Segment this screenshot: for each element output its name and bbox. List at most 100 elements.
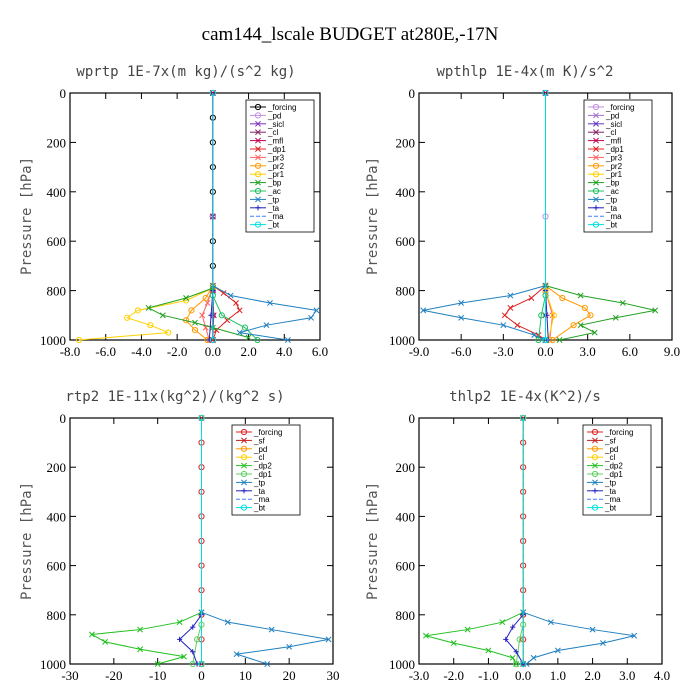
series-line <box>425 611 524 665</box>
y-tick-label: 600 <box>47 234 67 249</box>
x-tick-label: -1.0 <box>478 668 499 683</box>
series-line <box>545 285 592 341</box>
data-point <box>284 337 291 343</box>
legend-label: _forcing <box>267 103 296 112</box>
data-point <box>75 336 83 344</box>
data-point <box>236 329 243 336</box>
legend-label: _dp1 <box>267 145 286 154</box>
legend-marker <box>593 205 599 211</box>
y-tick-label: 800 <box>396 608 416 623</box>
x-tick-label: 3.0 <box>580 344 596 359</box>
series-bt <box>520 414 527 668</box>
x-tick-label: -6.0 <box>95 344 116 359</box>
legend-marker <box>592 479 598 486</box>
data-point <box>600 640 606 647</box>
legend-label: _pr3 <box>267 153 285 162</box>
data-point <box>88 631 95 638</box>
legend-marker <box>254 171 262 178</box>
legend-label: _bp <box>267 179 282 188</box>
legend-label: _cl <box>604 453 615 462</box>
legend-label: _bt <box>604 504 617 513</box>
series-dp1 <box>513 621 527 668</box>
data-point <box>591 329 598 336</box>
data-point <box>458 299 465 306</box>
data-point <box>206 337 212 343</box>
legend-marker <box>591 454 599 461</box>
data-point <box>458 314 465 321</box>
y-tick-label: 800 <box>47 284 67 299</box>
legend-marker <box>255 137 261 144</box>
series-line <box>537 295 546 341</box>
legend-label: _pd <box>605 111 619 120</box>
data-point <box>499 619 506 626</box>
series-line <box>423 285 546 341</box>
data-point <box>190 649 196 655</box>
legend-label: _dp2 <box>253 462 272 471</box>
legend-label: _pr2 <box>605 162 623 171</box>
x-tick-label: 3.0 <box>619 668 635 683</box>
y-tick-label: 200 <box>396 460 416 475</box>
legend-label: _mfl <box>267 137 283 146</box>
legend-marker <box>254 162 262 169</box>
series-line <box>545 290 555 341</box>
legend-marker <box>241 488 247 494</box>
series-line <box>192 624 202 665</box>
data-point <box>190 624 196 630</box>
x-tick-label: -10 <box>149 668 166 683</box>
y-tick-label: 800 <box>47 608 67 623</box>
legend-marker <box>254 112 262 119</box>
data-point <box>581 304 588 311</box>
series-bp <box>145 285 252 341</box>
legend-label: _cl <box>253 453 264 462</box>
x-tick-label: -4.0 <box>131 344 152 359</box>
data-point <box>535 332 542 339</box>
legend-label: _tp <box>604 478 617 487</box>
legend-marker <box>240 470 248 478</box>
legend-label: _tp <box>267 195 280 204</box>
legend-label: _tp <box>253 478 266 487</box>
data-point <box>501 312 508 319</box>
y-tick-label: 600 <box>396 234 416 249</box>
legend-marker <box>593 179 599 186</box>
data-point <box>500 322 507 329</box>
data-point <box>514 322 521 329</box>
series-ac <box>209 292 261 344</box>
data-point <box>191 327 199 334</box>
legend-marker <box>240 428 248 436</box>
data-point <box>513 660 520 668</box>
data-point <box>520 414 527 422</box>
x-tick-label: 0.0 <box>537 344 553 359</box>
data-point <box>154 661 161 667</box>
x-tick-label: 10 <box>239 668 252 683</box>
legend-marker <box>593 196 599 203</box>
x-tick-label: 2.0 <box>240 344 256 359</box>
data-point <box>308 314 315 321</box>
legend-marker <box>592 187 600 195</box>
data-point <box>188 307 195 314</box>
data-point <box>218 312 225 319</box>
legend-marker <box>593 154 599 161</box>
legend-marker <box>591 428 599 436</box>
data-point <box>124 314 131 321</box>
legend-marker <box>593 137 599 144</box>
legend-marker <box>592 221 600 228</box>
legend-marker <box>254 103 262 111</box>
y-tick-label: 400 <box>396 509 416 524</box>
legend-label: _pr3 <box>605 153 623 162</box>
legend-label: _forcing <box>253 428 282 437</box>
panel-title-thlp2: thlp2 1E-4x(K^2)/s <box>449 389 601 405</box>
legend-label: _sicl <box>605 120 622 129</box>
legend-label: _ta <box>604 487 617 496</box>
series-line <box>90 611 202 665</box>
legend-label: _pr1 <box>605 170 623 179</box>
data-point <box>220 290 227 297</box>
chart-panel-rtp2: rtp2 1E-11x(kg^2)/(kg^2 s) Pressure [hPa… <box>19 389 285 600</box>
data-point <box>528 295 535 301</box>
legend-marker <box>592 488 598 494</box>
legend-marker <box>254 221 262 228</box>
legend-label: _forcing <box>605 103 634 112</box>
x-tick-label: -6.0 <box>451 344 472 359</box>
legend-label: _cl <box>605 128 616 137</box>
legend-marker <box>591 470 599 478</box>
data-point <box>209 89 216 97</box>
